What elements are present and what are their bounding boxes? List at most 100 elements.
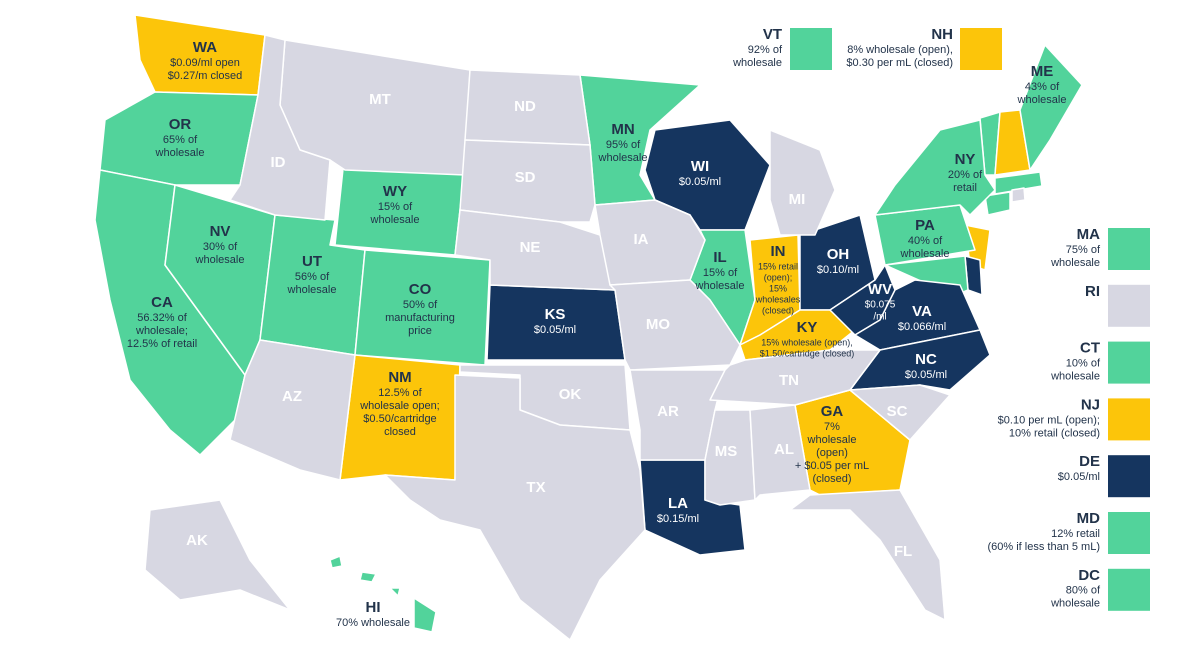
state-code: MO <box>646 316 670 333</box>
legend-swatch <box>1108 568 1150 611</box>
state-note: 15% of <box>378 201 413 213</box>
state-code: NE <box>520 239 541 256</box>
state-code: TN <box>779 372 799 389</box>
state-note: wholesale <box>900 248 950 260</box>
state-note: wholesale <box>1017 94 1067 106</box>
state-note: wholesale <box>695 280 745 292</box>
state-note: (60% if less than 5 mL) <box>988 541 1101 553</box>
state-shape <box>769 129 836 236</box>
state-code: DC <box>1078 567 1100 584</box>
state-code: PA <box>915 217 935 234</box>
state-note: wholesale <box>732 57 782 69</box>
legend-swatch <box>1108 284 1150 327</box>
state-note: 12% retail <box>1051 528 1100 540</box>
legend-swatch <box>790 28 832 70</box>
legend-swatch <box>1108 228 1150 270</box>
legend-swatch <box>1108 512 1150 554</box>
state-code: MA <box>1077 226 1100 243</box>
state-note: 56% of <box>295 271 330 283</box>
state-code: WA <box>193 39 217 56</box>
state-code: ND <box>514 98 536 115</box>
state-note: retail <box>953 182 977 194</box>
state-shape <box>789 489 946 621</box>
state-code: ID <box>271 154 286 171</box>
state-code: CO <box>409 281 432 298</box>
state-shape <box>594 199 706 286</box>
state-code: ME <box>1031 63 1054 80</box>
state-note: + $0.05 per mL <box>795 460 869 472</box>
state-note: (open) <box>816 447 848 459</box>
state-code: KY <box>797 319 818 336</box>
state-note: $0.09/ml open <box>170 57 240 69</box>
state-note: wholesale <box>598 152 648 164</box>
state-shape <box>413 597 437 633</box>
state-note: $1.50/cartridge (closed) <box>760 348 855 358</box>
state-code: HI <box>366 599 381 616</box>
state-note: $0.05/ml <box>679 176 721 188</box>
state-code: AR <box>657 403 679 420</box>
state-note: 8% wholesale (open), <box>847 44 953 56</box>
state-code: TX <box>526 479 545 496</box>
state-code: WV <box>868 281 892 298</box>
state-code: AZ <box>282 388 302 405</box>
state-shape <box>329 555 343 569</box>
legend-swatch <box>960 28 1002 70</box>
state-note: 10% of <box>1066 358 1101 370</box>
state-note: 12.5% of <box>378 387 422 399</box>
state-note: $0.075 <box>865 300 896 311</box>
state-note: $0.10 per mL (open); <box>998 414 1100 426</box>
state-code: WY <box>383 183 407 200</box>
state-code: AL <box>774 441 794 458</box>
state-code: OK <box>559 386 582 403</box>
state-note: 15% <box>769 283 787 293</box>
state-code: IN <box>771 243 786 260</box>
state-code: VT <box>763 26 782 43</box>
state-code: AK <box>186 532 208 549</box>
state-note: 15% of <box>703 267 738 279</box>
state-note: $0.15/ml <box>657 513 699 525</box>
state-code: UT <box>302 253 322 270</box>
state-note: 12.5% of retail <box>127 338 197 350</box>
state-code: MT <box>369 91 391 108</box>
state-note: wholesale; <box>135 325 188 337</box>
state-note: 95% of <box>606 139 641 151</box>
state-code: MS <box>715 443 738 460</box>
state-shape <box>359 571 377 583</box>
state-code: LA <box>668 495 688 512</box>
state-code: MD <box>1077 510 1100 527</box>
state-note: wholesale open; <box>359 400 440 412</box>
state-code: RI <box>1085 283 1100 300</box>
state-code: KS <box>545 306 566 323</box>
state-note: 65% of <box>163 134 198 146</box>
state-shape <box>1019 44 1083 171</box>
state-note: 70% wholesale <box>336 617 410 629</box>
state-note: 43% of <box>1025 81 1060 93</box>
state-note: wholesale <box>370 214 420 226</box>
state-note: /ml <box>873 312 886 323</box>
state-shape <box>1011 187 1026 203</box>
state-note: 20% of <box>948 169 983 181</box>
state-note: $0.10/ml <box>817 264 859 276</box>
state-note: 92% of <box>748 44 783 56</box>
state-code: GA <box>821 403 844 420</box>
state-note: wholesale <box>287 284 337 296</box>
state-shape <box>454 209 616 291</box>
state-note: 40% of <box>908 235 943 247</box>
state-note: $0.05/ml <box>905 369 947 381</box>
state-code: MI <box>789 191 806 208</box>
state-note: $0.066/ml <box>898 321 946 333</box>
state-note: $0.05/ml <box>534 324 576 336</box>
state-shapes <box>94 14 1083 641</box>
state-code: CA <box>151 294 173 311</box>
state-note: 7% <box>824 421 840 433</box>
state-code: NM <box>388 369 411 386</box>
state-code: IA <box>634 231 649 248</box>
state-note: $0.27/m closed <box>168 70 243 82</box>
state-shape <box>749 404 811 501</box>
state-code: NH <box>931 26 953 43</box>
state-code: MN <box>611 121 634 138</box>
state-shape <box>389 587 401 597</box>
state-note: $0.50/cartridge <box>363 413 436 425</box>
state-shape <box>229 34 331 221</box>
